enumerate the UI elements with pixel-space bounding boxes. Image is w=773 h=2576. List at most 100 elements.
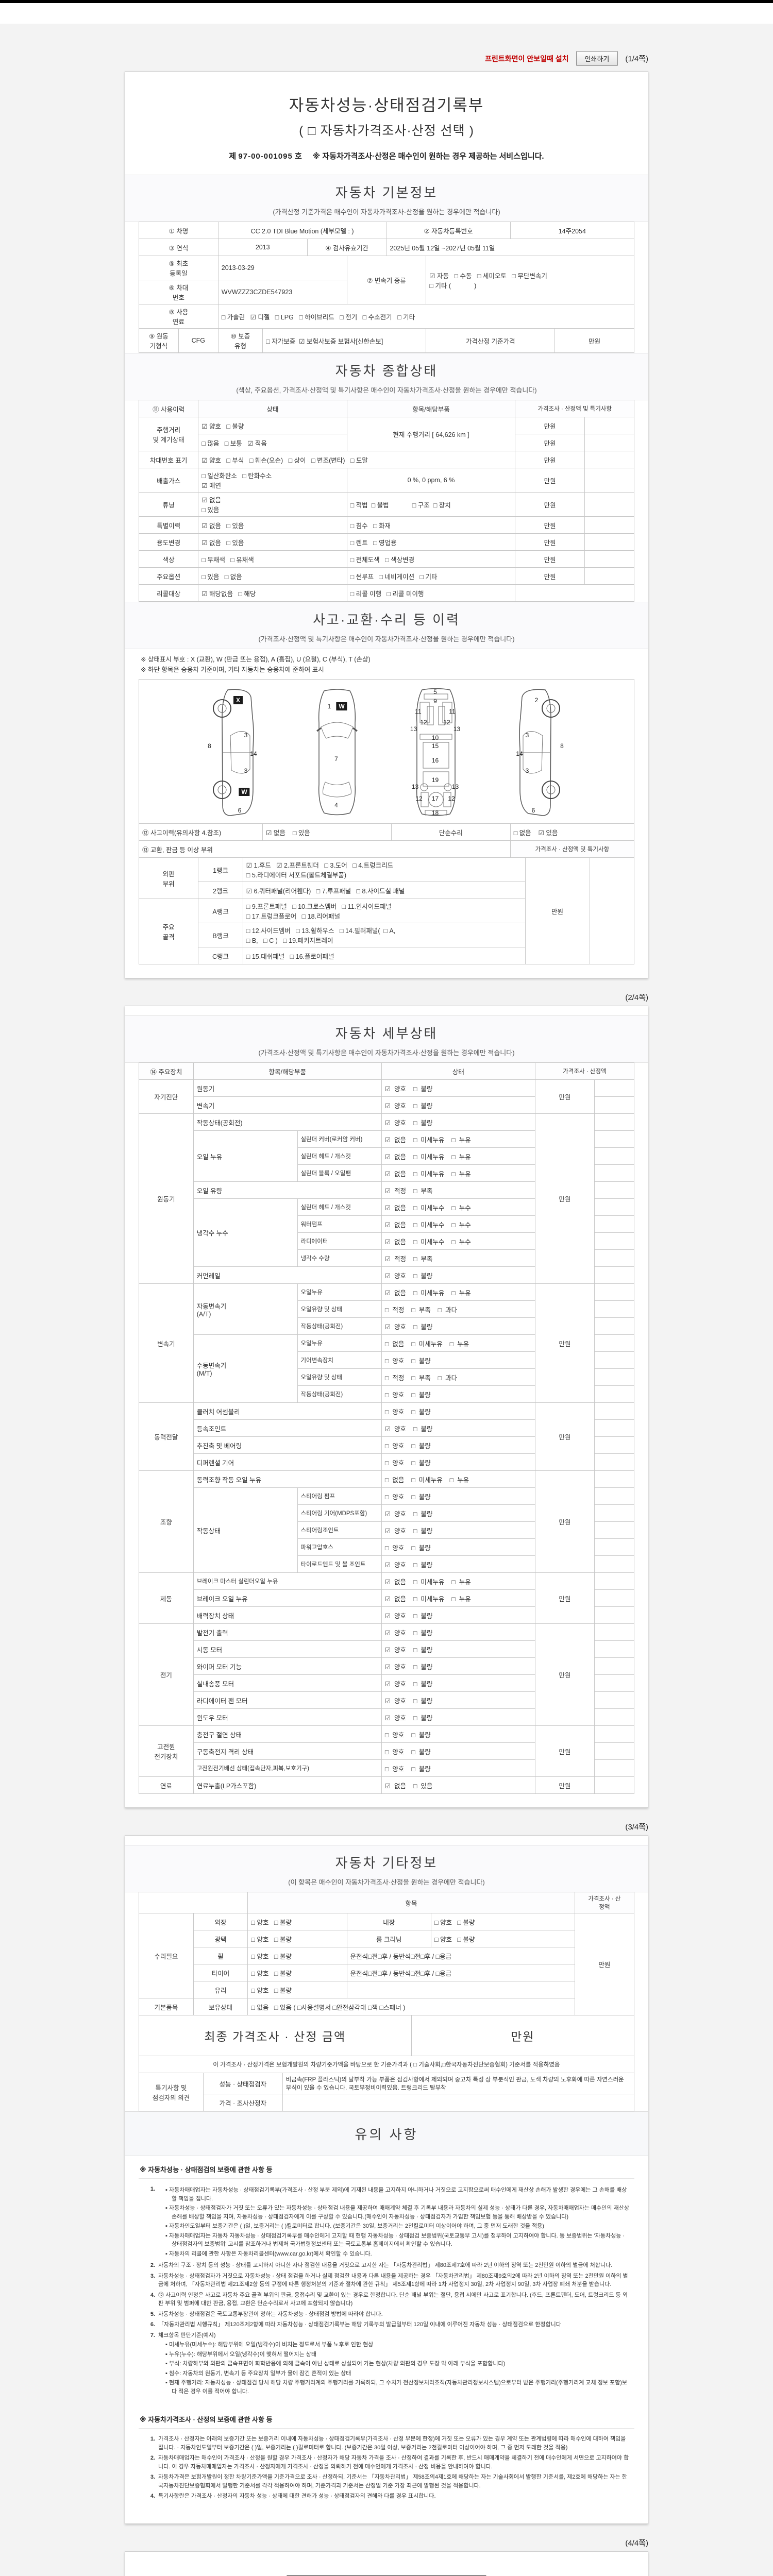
- cell: 라디에이터 팬 모터: [193, 1691, 382, 1709]
- cell: 가격조사 · 산 정액: [574, 1892, 635, 1913]
- cell: 변속기: [139, 1283, 194, 1403]
- panel-number-19: 19: [431, 776, 439, 784]
- section-title: 자동차 종합상태: [335, 363, 438, 379]
- cell: □ 있음 □ 없음: [198, 567, 347, 585]
- cell: 특기사항 및 점검자의 의견: [139, 2073, 204, 2111]
- cell: □ 양호 □ 불량: [430, 1930, 575, 1947]
- cell: ☑ 양호 □ 불량: [381, 1504, 535, 1522]
- cell: 튜닝: [138, 492, 199, 517]
- cell: 실내송풍 모터: [193, 1674, 382, 1692]
- panel-number-14: 14: [516, 750, 523, 758]
- repair-mark-w: W: [336, 702, 347, 711]
- cell: [584, 417, 635, 434]
- section-note: (가격조사·산정액 및 특기사항은 매수인이 자동차가격조사·산정을 원하는 경…: [258, 635, 515, 643]
- panel-number-12: 12: [448, 794, 455, 802]
- cell: [594, 1266, 634, 1284]
- panel-number-14: 14: [250, 750, 257, 758]
- cell: [594, 1453, 634, 1471]
- print-button[interactable]: 인쇄하기: [576, 51, 618, 66]
- cell: □ 일산화탄소 □ 탄화수소 ☑ 매연: [198, 468, 347, 493]
- cell: B랭크: [198, 923, 243, 947]
- section-detail: 자동차 세부상태 (가격조사·산정액 및 특기사항은 매수인이 자동차가격조사·…: [125, 1015, 648, 1063]
- cell: 고전원전기배선 상태(접속단자,피복,보호기구): [193, 1759, 382, 1777]
- cell: ☑ 양호 □ 불량: [381, 1419, 535, 1437]
- cell: 만원: [534, 1079, 595, 1114]
- cell: 오일 유량: [193, 1181, 382, 1199]
- cell: ☑ 없음 □ 있음: [198, 533, 347, 551]
- cell: [594, 1538, 634, 1556]
- cell: ☑ 양호 □ 불량: [381, 1113, 535, 1131]
- page-marker-3: (3/4쪽): [625, 1823, 648, 1832]
- panel-number-15: 15: [431, 742, 439, 750]
- panel-number-6: 6: [238, 806, 242, 814]
- cell: 라디에이터: [297, 1232, 382, 1250]
- cell: □ 양호 □ 불량: [381, 1351, 535, 1369]
- cell: [594, 1487, 634, 1505]
- panel-number-6: 6: [531, 806, 535, 814]
- panel-number-8: 8: [208, 742, 211, 750]
- cell: 실린더 블록 / 오일팬: [297, 1164, 382, 1182]
- cell: 와이퍼 모터 기능: [193, 1657, 382, 1675]
- cell: □ 양호 □ 불량: [381, 1453, 535, 1471]
- cell: 가격조사 · 산정액 및 특기사항: [515, 400, 634, 417]
- cell: 워터펌프: [297, 1215, 382, 1233]
- cell: 냉각수 누수: [193, 1198, 298, 1267]
- cell: [594, 1674, 634, 1692]
- value-car-name: CC 2.0 TDI Blue Motion (세부모델 : ): [217, 222, 387, 239]
- cell: [584, 533, 635, 551]
- value-transmission: ☑ 자동 □ 수동 □ 세미오토 □ 무단변속기 □ 기타 ( ): [426, 256, 634, 304]
- car-diagram-side-left: X 3 8 14 3 W 6: [199, 687, 277, 818]
- panel-number-5: 5: [433, 688, 437, 696]
- cell: 브레이크 오일 누유: [193, 1589, 382, 1607]
- value-fuel: □ 가솔린 ☑ 디젤 □ LPG □ 하이브리드 □ 전기 □ 수소전기 □ 기…: [217, 304, 635, 329]
- cell: 항목/해당부품: [193, 1062, 382, 1080]
- cell: □ 양호 □ 불량: [381, 1436, 535, 1454]
- cell: □ 양호 □ 불량: [381, 1385, 535, 1403]
- cell: [594, 1147, 634, 1165]
- cell: □ 무채색 □ 유채색: [198, 550, 347, 568]
- value-engine-type: CFG: [178, 328, 219, 353]
- cell: 보유상태: [193, 1998, 248, 2015]
- top-black-bar: [0, 0, 773, 3]
- cell: ☑ 없음 □ 미세누수 □ 누수: [381, 1232, 535, 1250]
- cell: 만원: [515, 567, 585, 585]
- cell: ⑫ 사고이력(유의사항 4.참조): [138, 823, 263, 841]
- cell: [594, 1606, 634, 1624]
- page-4: 자동차가격조사 · 산정이란 ※ "가격조사 · 산정"은 소비자가 매매계약을…: [125, 2551, 648, 2576]
- value-vin: WVWZZZ3CZDE547923: [217, 280, 347, 304]
- cell: [594, 1113, 634, 1131]
- opinion-table: 특기사항 및 점검자의 의견 성능 · 상태점검자 비금속(FRP 플라스틱)의 탈…: [139, 2073, 635, 2111]
- accident-legend: ※ 상태표시 부호 : X (교환), W (판금 또는 용접), A (흠집)…: [139, 649, 634, 680]
- cell: [594, 1249, 634, 1267]
- cell: □ 침수 □ 화재: [346, 516, 516, 534]
- cell: [594, 1691, 634, 1709]
- cell: 만원: [534, 1776, 595, 1794]
- cell: ☑ 양호 □ 불량: [381, 1555, 535, 1573]
- cell: □ 썬루프 □ 네비게이션 □ 기타: [346, 567, 516, 585]
- panel-number-16: 16: [431, 756, 439, 764]
- cell: [594, 1385, 634, 1403]
- cell: 기어변속장치: [297, 1351, 382, 1369]
- cell: 가격조사 · 산정액: [534, 1062, 635, 1080]
- car-diagram-bottom: 5 9 11 11 12 12 13 13 10 15 16 19 13 13 12 17 12 18: [397, 687, 475, 818]
- cell: [594, 1419, 634, 1437]
- cell: ☑ 양호 □ 불량: [381, 1096, 535, 1114]
- cell: 작동상태(공회전): [193, 1113, 382, 1131]
- cell: ⑨ 원동 기형식: [139, 328, 179, 353]
- cell: □ 양호 □ 불량: [381, 1759, 535, 1777]
- cell: ☑ 양호 □ 불량: [381, 1708, 535, 1726]
- panel-number-3: 3: [244, 732, 248, 739]
- doc-number: 97-00-001095: [238, 152, 293, 161]
- final-price-unit: 만원: [411, 2015, 635, 2056]
- cell: [584, 516, 635, 534]
- panel-number-18: 18: [431, 809, 439, 817]
- cell: [594, 1436, 634, 1454]
- cell: [594, 1368, 634, 1386]
- value-model-year: 2013: [217, 239, 308, 256]
- car-outline-svg: [519, 689, 560, 816]
- cell: 만원: [534, 1725, 595, 1777]
- cell: 변속기: [193, 1096, 382, 1114]
- panel-number-3: 3: [525, 732, 529, 739]
- cell: [594, 1130, 634, 1148]
- cell: 원동기: [139, 1113, 194, 1284]
